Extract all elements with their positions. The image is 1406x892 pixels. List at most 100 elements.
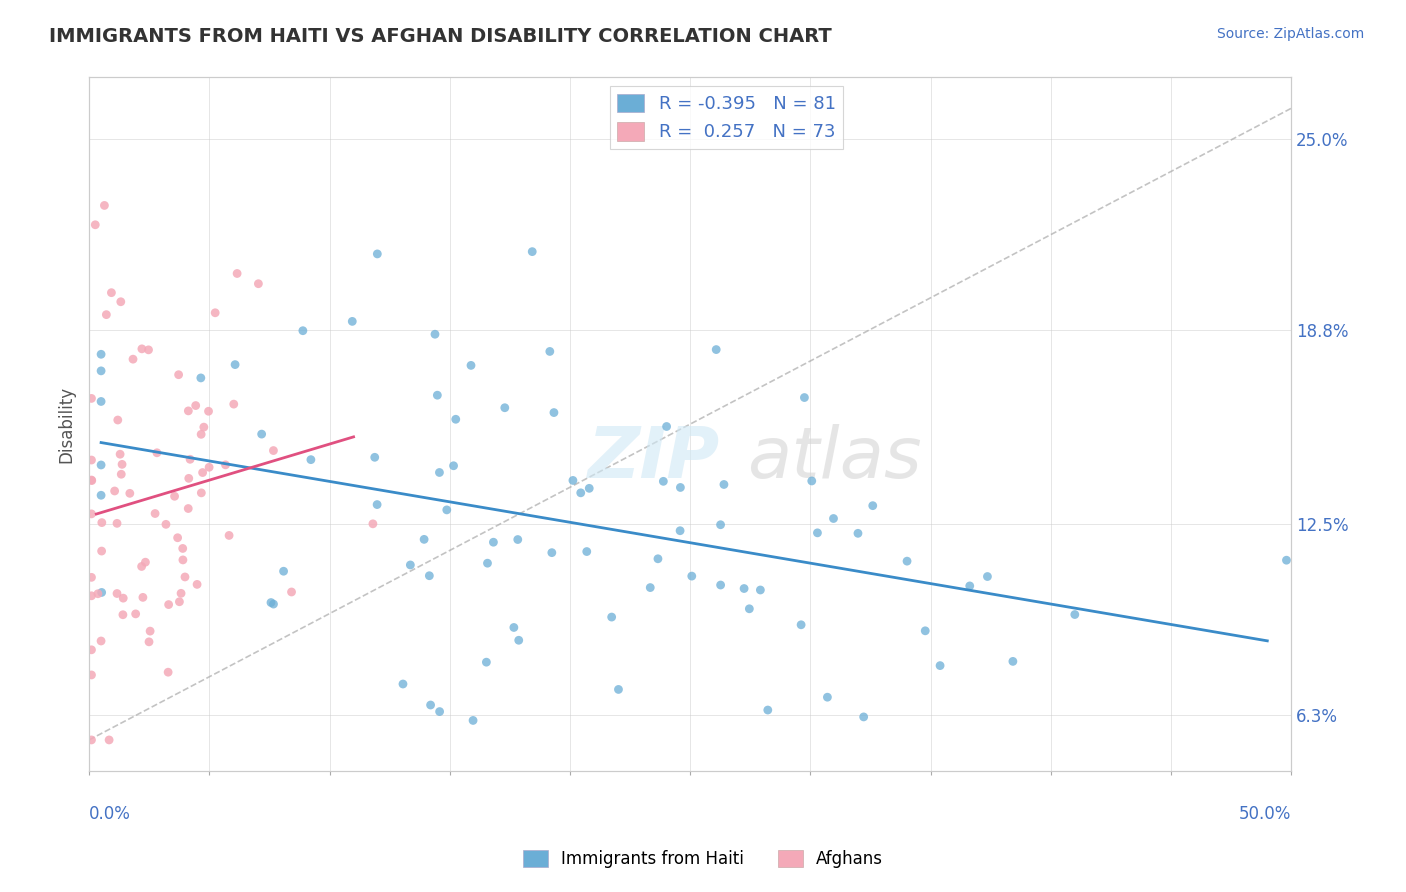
Point [443, 458, 465, 473]
Point [366, 498, 388, 512]
Point [112, 591, 135, 606]
Point [914, 624, 936, 638]
Point [1063, 607, 1085, 622]
Point [260, 596, 283, 610]
Point [543, 406, 565, 420]
Point [93, 198, 115, 212]
Point [575, 544, 598, 558]
Point [429, 466, 451, 480]
Point [80, 733, 103, 747]
Legend: Immigrants from Haiti, Afghans: Immigrants from Haiti, Afghans [516, 843, 890, 875]
Point [80, 570, 103, 584]
Y-axis label: Disability: Disability [58, 385, 75, 463]
Point [163, 489, 186, 503]
Legend: R = -0.395   N = 81, R =  0.257   N = 73: R = -0.395 N = 81, R = 0.257 N = 73 [610, 87, 842, 149]
Point [733, 582, 755, 596]
Point [96, 308, 118, 322]
Point [155, 517, 177, 532]
Point [418, 568, 440, 582]
Point [80, 392, 103, 406]
Point [204, 306, 226, 320]
Point [179, 452, 201, 467]
Point [80, 642, 103, 657]
Point [134, 555, 156, 569]
Point [502, 620, 524, 634]
Point [90, 347, 112, 361]
Point [90, 634, 112, 648]
Point [131, 559, 153, 574]
Point [669, 524, 692, 538]
Point [749, 582, 772, 597]
Text: 50.0%: 50.0% [1239, 805, 1291, 823]
Point [436, 503, 458, 517]
Point [815, 690, 838, 705]
Point [138, 635, 160, 649]
Point [291, 324, 314, 338]
Point [104, 483, 127, 498]
Point [1001, 654, 1024, 668]
Point [90, 585, 112, 599]
Point [263, 597, 285, 611]
Point [399, 558, 422, 572]
Point [652, 475, 675, 489]
Point [569, 485, 592, 500]
Point [80, 589, 103, 603]
Point [224, 358, 246, 372]
Text: Source: ZipAtlas.com: Source: ZipAtlas.com [1216, 27, 1364, 41]
Point [108, 447, 131, 461]
Point [806, 525, 828, 540]
Point [80, 453, 103, 467]
Point [793, 391, 815, 405]
Point [578, 481, 600, 495]
Point [80, 668, 103, 682]
Point [247, 277, 270, 291]
Point [896, 554, 918, 568]
Text: 0.0%: 0.0% [89, 805, 131, 823]
Point [118, 486, 141, 500]
Point [169, 595, 191, 609]
Point [262, 443, 284, 458]
Point [522, 244, 544, 259]
Point [80, 507, 103, 521]
Point [846, 526, 869, 541]
Point [423, 327, 446, 342]
Point [444, 412, 467, 426]
Point [862, 499, 884, 513]
Point [419, 698, 441, 712]
Point [191, 466, 214, 480]
Point [157, 598, 180, 612]
Point [100, 285, 122, 300]
Point [364, 450, 387, 465]
Point [669, 480, 692, 494]
Point [138, 343, 160, 357]
Point [146, 446, 169, 460]
Point [170, 586, 193, 600]
Point [90, 364, 112, 378]
Point [90, 544, 112, 558]
Point [186, 577, 208, 591]
Point [198, 460, 221, 475]
Point [222, 397, 245, 411]
Point [87, 587, 110, 601]
Point [193, 420, 215, 434]
Point [184, 399, 207, 413]
Point [461, 714, 484, 728]
Point [190, 427, 212, 442]
Point [98, 733, 121, 747]
Point [226, 267, 249, 281]
Point [366, 247, 388, 261]
Point [852, 710, 875, 724]
Point [157, 665, 180, 680]
Point [506, 533, 529, 547]
Point [80, 474, 103, 488]
Point [600, 610, 623, 624]
Point [177, 404, 200, 418]
Point [105, 586, 128, 600]
Point [342, 314, 364, 328]
Point [482, 535, 505, 549]
Point [655, 419, 678, 434]
Point [105, 516, 128, 531]
Point [90, 516, 112, 530]
Point [540, 546, 562, 560]
Point [429, 705, 451, 719]
